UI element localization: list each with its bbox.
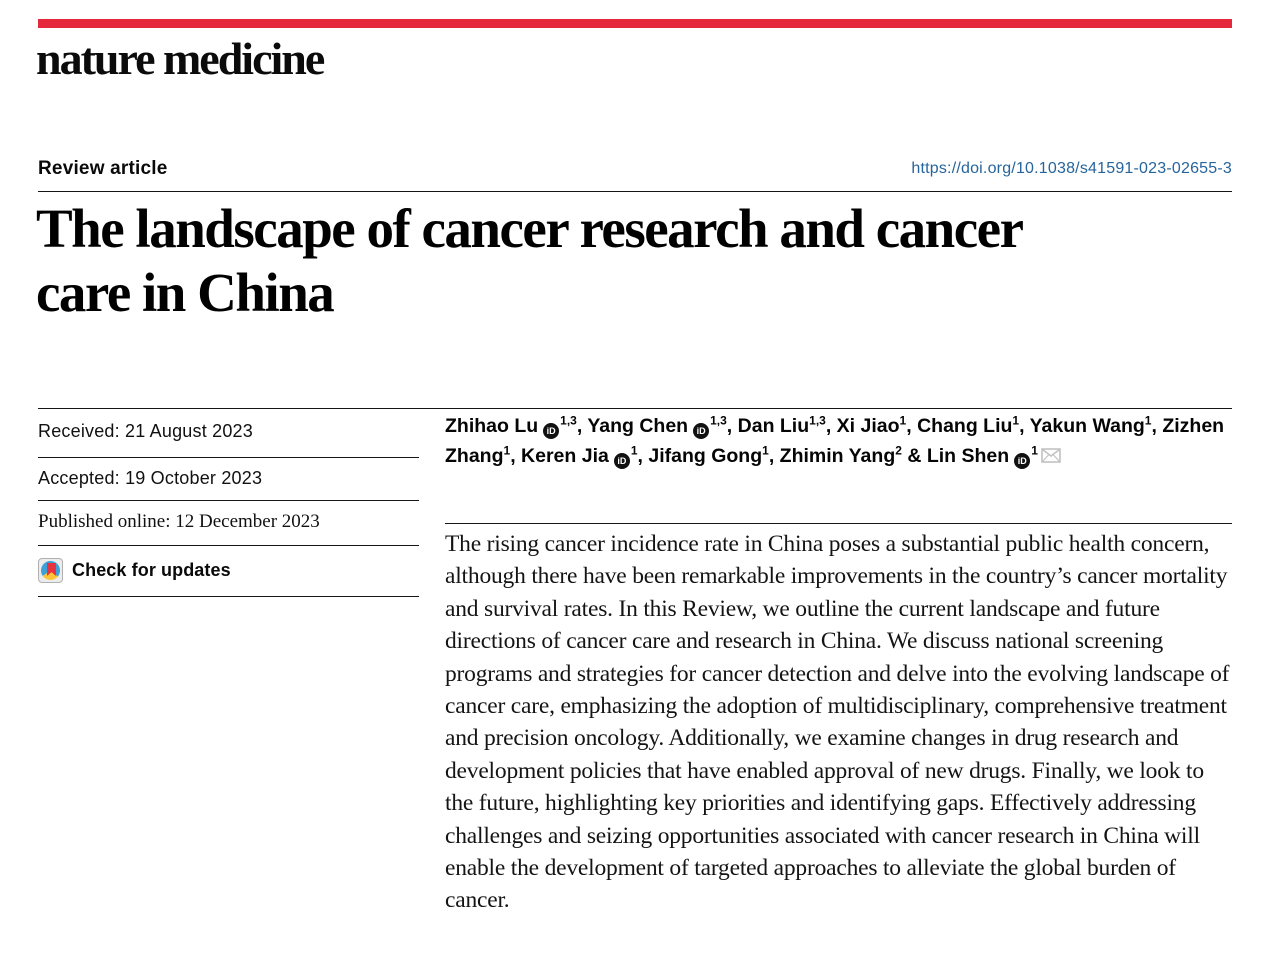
published-row: Published online: 12 December 2023 [38,501,419,546]
author-affiliation-superscript: 1 [630,443,638,458]
author-affiliation-superscript: 1,3 [809,413,826,428]
accepted-label: Accepted: 19 October 2023 [38,468,263,488]
doi-link[interactable]: https://doi.org/10.1038/s41591-023-02655… [911,160,1232,177]
author: Zhimin Yang2 [779,443,902,468]
author: Chang Liu1 [917,413,1020,438]
crossmark-bookmark [47,563,56,576]
author-affiliation-superscript: 1 [899,413,907,428]
author-list: Zhihao Lu iD1,3, Yang Chen iD1,3, Dan Liu1… [445,413,1225,469]
author: Xi Jiao1 [836,413,907,438]
author-affiliation-superscript: 2 [895,443,902,458]
accepted-date: 19 October 2023 [125,468,263,488]
author: Yang Chen iD1,3 [587,413,727,439]
orcid-icon[interactable]: iD [693,423,710,439]
author-affiliation-superscript: 1,3 [560,413,577,428]
published-date: 12 December 2023 [175,511,320,532]
received-date: 21 August 2023 [125,421,253,441]
author: Lin Shen iD1 [927,443,1061,469]
author: Zizhen Zhang1 [445,415,1225,467]
author: Dan Liu1,3 [737,413,826,438]
check-for-updates-label: Check for updates [72,560,231,580]
author-affiliation-superscript: 1 [1144,413,1152,428]
received-label: Received: 21 August 2023 [38,421,253,441]
meta-top-divider [38,408,1232,409]
author-affiliation-superscript: 1 [503,443,511,458]
header-divider [38,191,1232,192]
check-for-updates-badge[interactable]: Check for updates [38,546,419,597]
author-affiliation-superscript: 1,3 [710,413,727,428]
author: Keren Jia iD1 [521,443,638,469]
article-title: The landscape of cancer research and can… [36,197,1236,325]
orcid-icon[interactable]: iD [1014,453,1031,469]
author: Jifang Gong1 [648,443,769,468]
article-title-line2: care in China [36,262,335,323]
article-type-label: Review article [38,158,168,179]
received-row: Received: 21 August 2023 [38,409,419,458]
masthead-red-bar [38,19,1232,28]
author: Yakun Wang1 [1029,413,1152,438]
author-affiliation-superscript: 1 [1012,413,1020,428]
orcid-icon[interactable]: iD [613,453,630,469]
email-icon[interactable] [1041,448,1061,463]
crossmark-icon[interactable] [38,558,63,583]
author: Zhihao Lu iD1,3 [445,413,577,439]
accepted-row: Accepted: 19 October 2023 [38,458,419,501]
article-title-line1: The landscape of cancer research and can… [36,198,1024,259]
abstract-divider [445,523,1232,524]
abstract-text: The rising cancer incidence rate in Chin… [445,531,1230,914]
published-label: Published online: 12 December 2023 [38,511,320,532]
article-meta-column: Received: 21 August 2023 Accepted: 19 Oc… [38,409,419,597]
author-affiliation-superscript: 1 [762,443,769,458]
author-affiliation-superscript: 1 [1031,443,1038,458]
journal-logo: nature medicine [36,33,325,84]
orcid-icon[interactable]: iD [543,423,560,439]
